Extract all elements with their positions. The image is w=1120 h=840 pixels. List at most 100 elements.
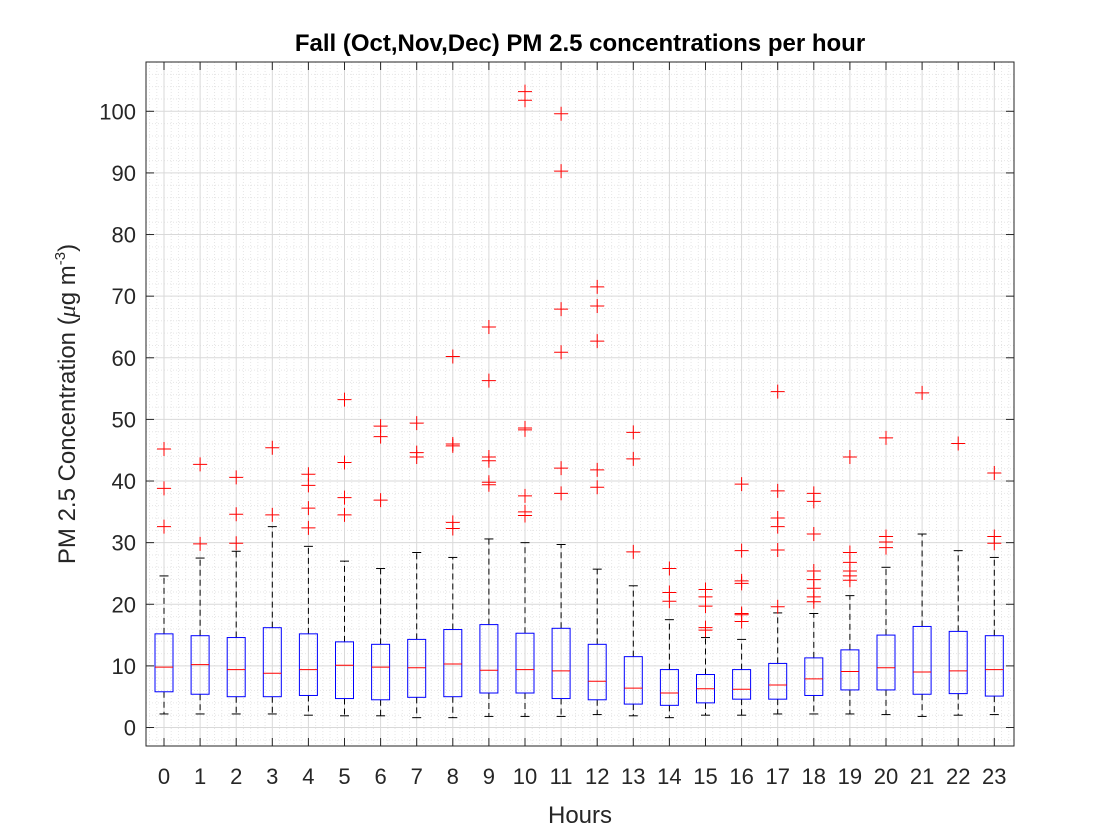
x-tick-label: 20 bbox=[874, 764, 898, 789]
box-hour-5 bbox=[335, 392, 354, 717]
outlier-point bbox=[157, 519, 171, 534]
box-hour-17 bbox=[768, 384, 788, 715]
x-tick-label: 9 bbox=[483, 764, 495, 789]
x-tick-label: 8 bbox=[447, 764, 459, 789]
box-hour-2 bbox=[226, 470, 246, 715]
outlier-point bbox=[554, 302, 569, 317]
outlier-point bbox=[626, 544, 641, 559]
chart-title: Fall (Oct,Nov,Dec) PM 2.5 concentrations… bbox=[295, 30, 865, 57]
outlier-point bbox=[770, 511, 785, 525]
box-hour-8 bbox=[443, 349, 463, 719]
x-tick-label: 13 bbox=[621, 764, 645, 789]
box-hour-7 bbox=[407, 416, 427, 719]
outlier-point bbox=[445, 349, 460, 364]
y-tick-label: 80 bbox=[112, 223, 136, 248]
outlier-point bbox=[770, 599, 785, 614]
box-hour-6 bbox=[371, 419, 391, 717]
outlier-point bbox=[481, 319, 496, 334]
box-iqr bbox=[226, 637, 246, 698]
x-tick-label: 21 bbox=[910, 764, 934, 789]
box-iqr bbox=[912, 625, 932, 695]
y-tick-label: 90 bbox=[112, 161, 136, 186]
outlier-point bbox=[193, 536, 208, 551]
outlier-point bbox=[590, 462, 605, 477]
outlier-point bbox=[229, 507, 244, 522]
outlier-point bbox=[626, 425, 641, 440]
box-iqr bbox=[732, 669, 752, 700]
outlier-point bbox=[806, 486, 821, 501]
y-axis-title-main: PM 2.5 Concentration ( bbox=[54, 317, 81, 564]
x-tick-label: 2 bbox=[230, 764, 242, 789]
y-axis-title-close: ) bbox=[54, 244, 81, 252]
outlier-point bbox=[698, 620, 713, 635]
box-hour-4 bbox=[298, 467, 318, 716]
outlier-point bbox=[481, 449, 496, 464]
outlier-point bbox=[770, 543, 785, 558]
box-hour-19 bbox=[840, 449, 860, 715]
y-tick-label: 0 bbox=[124, 716, 136, 741]
outlier-point bbox=[554, 164, 569, 179]
y-axis-title-unit: g m bbox=[54, 265, 81, 305]
outlier-point bbox=[373, 493, 388, 508]
x-tick-label: 0 bbox=[158, 764, 170, 789]
x-tick-label: 17 bbox=[765, 764, 789, 789]
outlier-point bbox=[265, 507, 280, 522]
box-iqr bbox=[479, 624, 499, 694]
box-hour-22 bbox=[948, 436, 968, 716]
box-hour-15 bbox=[696, 582, 715, 716]
outlier-point bbox=[770, 384, 785, 399]
box-iqr bbox=[262, 627, 282, 698]
outlier-point bbox=[481, 475, 496, 490]
outlier-point bbox=[806, 563, 821, 578]
box-hour-0 bbox=[154, 441, 174, 715]
box-iqr bbox=[335, 641, 354, 700]
y-axis-title: PM 2.5 Concentration (μg m-3) bbox=[52, 244, 81, 564]
box-hour-16 bbox=[732, 477, 752, 716]
x-tick-label: 18 bbox=[802, 764, 826, 789]
y-tick-label: 100 bbox=[99, 99, 136, 124]
plot-area bbox=[146, 62, 1014, 746]
y-tick-label: 20 bbox=[112, 592, 136, 617]
outlier-point bbox=[518, 488, 532, 503]
outlier-point bbox=[518, 504, 532, 519]
outlier-point bbox=[626, 451, 641, 466]
outlier-point bbox=[662, 561, 677, 576]
outlier-point bbox=[987, 529, 1002, 544]
outlier-point bbox=[879, 529, 893, 544]
outlier-point bbox=[590, 334, 605, 349]
y-tick-label: 10 bbox=[112, 654, 136, 679]
axes-frame bbox=[145, 61, 1015, 747]
box-hour-9 bbox=[479, 319, 499, 717]
x-tick-label: 3 bbox=[266, 764, 278, 789]
outlier-point bbox=[806, 527, 821, 542]
x-tick-label: 1 bbox=[194, 764, 206, 789]
x-tick-label: 15 bbox=[693, 764, 717, 789]
outlier-point bbox=[554, 106, 569, 121]
box-hour-12 bbox=[587, 279, 607, 716]
box-iqr bbox=[371, 643, 391, 701]
y-axis-title-exponent: -3 bbox=[52, 252, 69, 265]
outlier-point bbox=[518, 421, 532, 436]
outlier-point bbox=[445, 437, 460, 452]
outlier-point bbox=[445, 515, 460, 530]
outlier-point bbox=[229, 536, 244, 551]
y-axis-title-mu: μ bbox=[55, 305, 81, 318]
box-iqr bbox=[948, 630, 968, 695]
outlier-point bbox=[879, 430, 893, 445]
box-hour-10 bbox=[515, 84, 535, 717]
x-tick-label: 6 bbox=[374, 764, 386, 789]
box-iqr bbox=[154, 633, 174, 693]
x-tick-label: 22 bbox=[946, 764, 970, 789]
outlier-point bbox=[373, 419, 388, 434]
box-hour-14 bbox=[659, 561, 679, 719]
x-axis-title: Hours bbox=[548, 802, 612, 829]
box-hour-18 bbox=[804, 486, 824, 715]
outlier-point bbox=[915, 385, 930, 400]
box-iqr bbox=[515, 632, 535, 694]
box-iqr bbox=[804, 657, 824, 696]
box-iqr bbox=[840, 649, 860, 691]
outlier-point bbox=[734, 606, 749, 621]
outlier-point bbox=[554, 345, 569, 360]
outlier-point bbox=[770, 483, 785, 498]
